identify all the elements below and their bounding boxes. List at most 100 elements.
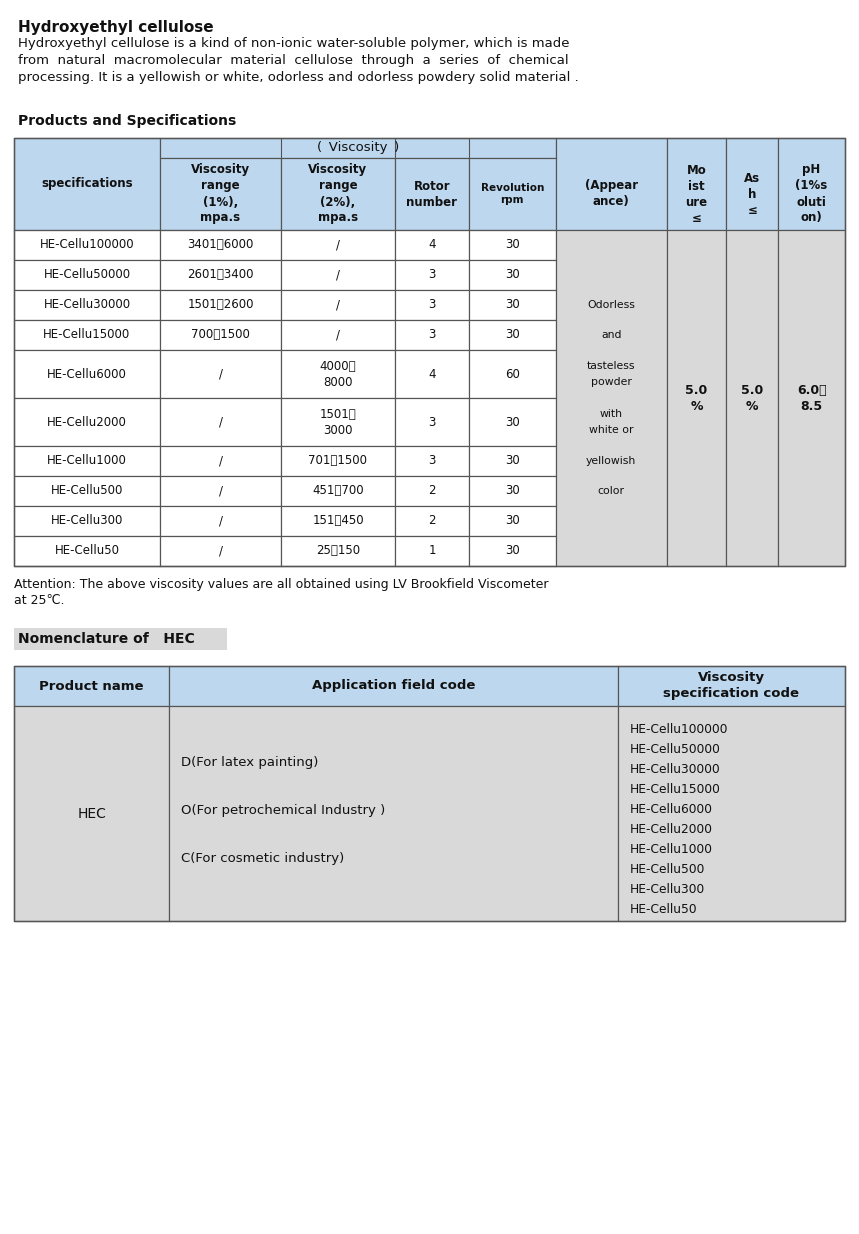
Text: Hydroxyethyl cellulose: Hydroxyethyl cellulose <box>18 20 214 35</box>
Bar <box>469 506 556 536</box>
Bar <box>281 260 395 290</box>
Text: 30: 30 <box>505 238 520 252</box>
Bar <box>469 399 556 445</box>
Bar <box>618 666 845 706</box>
Bar <box>556 230 667 566</box>
Text: 151～450: 151～450 <box>312 515 364 527</box>
Text: HE-Cellu300: HE-Cellu300 <box>630 884 705 896</box>
Text: 4: 4 <box>429 238 436 252</box>
Text: Attention: The above viscosity values are all obtained using LV Brookfield Visco: Attention: The above viscosity values ar… <box>14 578 549 607</box>
Text: 5.0
%: 5.0 % <box>685 384 708 412</box>
Bar <box>160 506 281 536</box>
Text: HE-Cellu2000: HE-Cellu2000 <box>630 823 713 835</box>
Bar <box>469 260 556 290</box>
Bar <box>281 350 395 399</box>
Text: (Appear
ance): (Appear ance) <box>585 179 638 209</box>
Text: powder: powder <box>591 378 631 387</box>
Text: color: color <box>598 486 624 496</box>
Text: HE-Cellu2000: HE-Cellu2000 <box>47 416 127 428</box>
Bar <box>160 138 556 158</box>
Text: Product name: Product name <box>40 680 144 692</box>
Bar <box>14 628 227 650</box>
Text: 1501～
3000: 1501～ 3000 <box>320 407 356 437</box>
Text: /: / <box>218 368 222 380</box>
Text: 30: 30 <box>505 269 520 281</box>
Bar <box>281 158 395 230</box>
Text: HE-Cellu50: HE-Cellu50 <box>54 544 119 558</box>
Text: HE-Cellu1000: HE-Cellu1000 <box>630 843 713 856</box>
Text: yellowish: yellowish <box>586 457 637 466</box>
Bar <box>469 290 556 320</box>
Text: HE-Cellu500: HE-Cellu500 <box>630 863 705 876</box>
Text: 3: 3 <box>429 299 436 311</box>
Text: /: / <box>336 299 340 311</box>
Bar <box>160 290 281 320</box>
Text: HE-Cellu15000: HE-Cellu15000 <box>43 328 131 342</box>
Bar <box>469 320 556 350</box>
Bar <box>395 476 469 506</box>
Text: Viscosity
specification code: Viscosity specification code <box>663 671 800 701</box>
Bar <box>14 666 845 921</box>
Text: 30: 30 <box>505 485 520 497</box>
Bar <box>667 230 727 566</box>
Text: Hydroxyethyl cellulose is a kind of non-ionic water-soluble polymer, which is ma: Hydroxyethyl cellulose is a kind of non-… <box>18 37 570 51</box>
Bar <box>14 260 160 290</box>
Text: Mo
ist
ure
≤: Mo ist ure ≤ <box>685 163 708 225</box>
Text: HEC: HEC <box>77 807 107 821</box>
Text: tasteless: tasteless <box>587 362 636 371</box>
Text: HE-Cellu500: HE-Cellu500 <box>51 485 123 497</box>
Bar <box>281 445 395 476</box>
Bar <box>778 230 845 566</box>
Text: /: / <box>336 238 340 252</box>
Bar <box>160 536 281 566</box>
Text: 701～1500: 701～1500 <box>308 454 368 468</box>
Text: O(For petrochemical Industry ): O(For petrochemical Industry ) <box>181 805 386 817</box>
Text: HE-Cellu300: HE-Cellu300 <box>51 515 123 527</box>
Text: white or: white or <box>589 424 634 436</box>
Text: 1501～2600: 1501～2600 <box>187 299 253 311</box>
Text: /: / <box>218 485 222 497</box>
Bar <box>160 476 281 506</box>
Bar <box>14 138 845 566</box>
Text: and: and <box>601 329 622 341</box>
Text: HE-Cellu50000: HE-Cellu50000 <box>630 743 721 756</box>
Bar <box>281 230 395 260</box>
Bar <box>14 320 160 350</box>
Text: HE-Cellu30000: HE-Cellu30000 <box>630 763 721 776</box>
Bar <box>160 260 281 290</box>
Text: 60: 60 <box>505 368 520 380</box>
Bar <box>160 158 281 230</box>
Bar <box>160 399 281 445</box>
Bar <box>14 230 160 260</box>
Bar <box>14 706 169 921</box>
Bar <box>618 706 845 921</box>
Bar <box>14 536 160 566</box>
Text: 700～1500: 700～1500 <box>191 328 250 342</box>
Text: As
h
≤: As h ≤ <box>744 172 760 216</box>
Text: HE-Cellu100000: HE-Cellu100000 <box>630 723 728 735</box>
Bar <box>160 230 281 260</box>
Text: D(For latex painting): D(For latex painting) <box>181 756 319 769</box>
Text: pH
(1%s
oluti
on): pH (1%s oluti on) <box>795 163 828 225</box>
Text: 2: 2 <box>429 485 436 497</box>
Bar <box>281 506 395 536</box>
Text: /: / <box>336 328 340 342</box>
Bar <box>14 445 160 476</box>
Text: 3: 3 <box>429 328 436 342</box>
Bar <box>395 399 469 445</box>
Text: Products and Specifications: Products and Specifications <box>18 114 236 128</box>
Text: /: / <box>336 269 340 281</box>
Text: 6.0～
8.5: 6.0～ 8.5 <box>797 384 826 412</box>
Text: 4: 4 <box>429 368 436 380</box>
Text: /: / <box>218 515 222 527</box>
Bar <box>469 230 556 260</box>
Bar <box>14 290 160 320</box>
Bar <box>14 350 160 399</box>
Text: Application field code: Application field code <box>312 680 475 692</box>
Text: Rotor
number: Rotor number <box>406 179 458 209</box>
Text: 30: 30 <box>505 454 520 468</box>
Text: 25～150: 25～150 <box>316 544 360 558</box>
Text: 2: 2 <box>429 515 436 527</box>
Text: HE-Cellu100000: HE-Cellu100000 <box>40 238 134 252</box>
Bar <box>556 138 667 230</box>
